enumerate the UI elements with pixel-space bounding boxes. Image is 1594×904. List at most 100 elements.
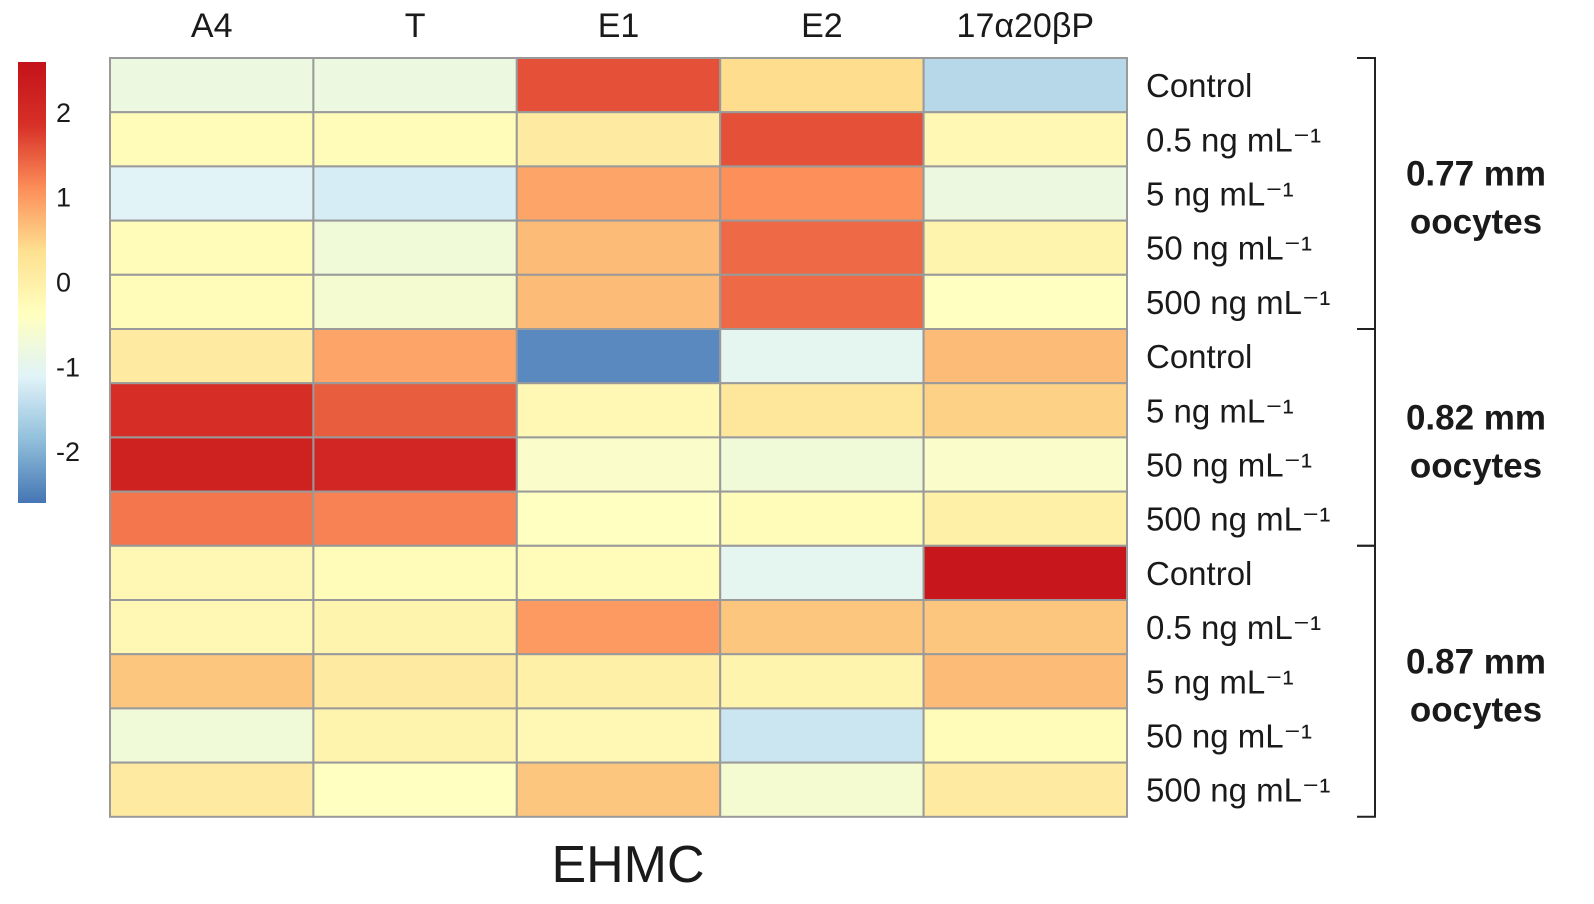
row-label: 0.5 ng mL⁻¹ — [1146, 121, 1321, 158]
heatmap-cell — [719, 436, 925, 493]
heatmap-cell — [312, 165, 518, 222]
heatmap-cell — [312, 436, 518, 493]
heatmap-cell — [312, 273, 518, 330]
heatmap-cell — [922, 490, 1128, 547]
row-label: Control — [1146, 67, 1252, 104]
group-label-line2: oocytes — [1410, 203, 1542, 242]
heatmap-cells — [109, 57, 1128, 818]
colorbar-ticks: 2 1 0 -1 -2 — [56, 98, 80, 467]
heatmap-cell — [109, 436, 315, 493]
column-header: 17α20βP — [957, 7, 1095, 45]
heatmap-cell — [719, 544, 925, 601]
group-label-line1: 0.87 mm — [1406, 642, 1546, 681]
row-label: 50 ng mL⁻¹ — [1146, 230, 1312, 267]
row-label: 5 ng mL⁻¹ — [1146, 392, 1294, 429]
heatmap-cell — [719, 653, 925, 710]
heatmap-cell — [719, 707, 925, 764]
column-header: E1 — [598, 7, 640, 45]
heatmap-cell — [922, 165, 1128, 222]
row-label: 50 ng mL⁻¹ — [1146, 718, 1312, 755]
heatmap-cell — [109, 273, 315, 330]
heatmap-cell — [922, 219, 1128, 276]
heatmap-cell — [109, 599, 315, 656]
heatmap-cell — [719, 219, 925, 276]
heatmap-cell — [515, 111, 722, 168]
heatmap-cell — [109, 165, 315, 222]
heatmap-cell — [922, 111, 1128, 168]
heatmap-cell — [719, 599, 925, 656]
row-label: Control — [1146, 338, 1252, 375]
heatmap-cell — [312, 761, 518, 818]
heatmap-cell — [922, 273, 1128, 330]
heatmap-cell — [922, 707, 1128, 764]
heatmap-cell — [515, 599, 722, 656]
heatmap-cell — [109, 382, 315, 439]
colorbar-gradient — [18, 62, 46, 503]
colorbar-tick-label: -2 — [56, 437, 80, 467]
heatmap-cell — [719, 761, 925, 818]
row-label: 0.5 ng mL⁻¹ — [1146, 609, 1321, 646]
heatmap-cell — [515, 436, 722, 493]
column-header: T — [405, 7, 426, 45]
group-bracket — [1357, 544, 1376, 818]
group-bracket — [1357, 57, 1376, 330]
colorbar-tick-label: 2 — [56, 98, 71, 128]
heatmap-cell — [719, 328, 925, 385]
heatmap-cell — [515, 490, 722, 547]
heatmap-cell — [922, 382, 1128, 439]
heatmap-cell — [922, 436, 1128, 493]
column-headers: A4 T E1 E2 17α20βP — [191, 7, 1094, 45]
chart-title: EHMC — [551, 836, 704, 894]
heatmap-cell — [312, 653, 518, 710]
group-label-line1: 0.82 mm — [1406, 398, 1546, 437]
heatmap-cell — [515, 273, 722, 330]
column-header: E2 — [801, 7, 843, 45]
heatmap-cell — [719, 490, 925, 547]
heatmap-cell — [109, 761, 315, 818]
heatmap-cell — [109, 328, 315, 385]
heatmap-cell — [719, 165, 925, 222]
heatmap-cell — [719, 57, 925, 114]
group-bracket — [1357, 328, 1376, 547]
row-label: 50 ng mL⁻¹ — [1146, 447, 1312, 484]
heatmap-cell — [109, 490, 315, 547]
row-label: Control — [1146, 555, 1252, 592]
group-brackets: 0.77 mm oocytes 0.82 mm oocytes 0.87 mm oocyt… — [1357, 57, 1546, 818]
heatmap-cell — [109, 653, 315, 710]
group-label-line2: oocytes — [1410, 446, 1542, 485]
heatmap-cell — [312, 219, 518, 276]
heatmap-cell — [312, 382, 518, 439]
heatmap-cell — [312, 111, 518, 168]
heatmap-cell — [515, 382, 722, 439]
colorbar-tick-label: -1 — [56, 352, 80, 382]
row-label: 500 ng mL⁻¹ — [1146, 772, 1330, 809]
heatmap-cell — [922, 761, 1128, 818]
row-label: 500 ng mL⁻¹ — [1146, 501, 1330, 538]
heatmap-cell — [312, 328, 518, 385]
row-label: 500 ng mL⁻¹ — [1146, 284, 1330, 321]
group-label-line1: 0.77 mm — [1406, 155, 1546, 194]
heatmap-cell — [515, 653, 722, 710]
group-label-line2: oocytes — [1410, 690, 1542, 729]
heatmap-cell — [922, 57, 1128, 114]
heatmap-cell — [312, 57, 518, 114]
row-labels: Control 0.5 ng mL⁻¹ 5 ng mL⁻¹ 50 ng mL⁻¹ 500… — [1146, 67, 1330, 809]
heatmap-cell — [922, 328, 1128, 385]
heatmap-cell — [109, 219, 315, 276]
heatmap-cell — [109, 57, 315, 114]
heatmap-cell — [515, 544, 722, 601]
colorbar — [18, 62, 46, 503]
heatmap-cell — [719, 382, 925, 439]
heatmap-cell — [515, 219, 722, 276]
colorbar-tick-label: 1 — [56, 183, 71, 213]
heatmap-cell — [515, 165, 722, 222]
heatmap-cell — [312, 544, 518, 601]
heatmap-cell — [515, 328, 722, 385]
heatmap-cell — [312, 707, 518, 764]
row-label: 5 ng mL⁻¹ — [1146, 663, 1294, 700]
heatmap-cell — [922, 544, 1128, 601]
heatmap-cell — [515, 57, 722, 114]
heatmap-cell — [109, 111, 315, 168]
heatmap-cell — [922, 599, 1128, 656]
